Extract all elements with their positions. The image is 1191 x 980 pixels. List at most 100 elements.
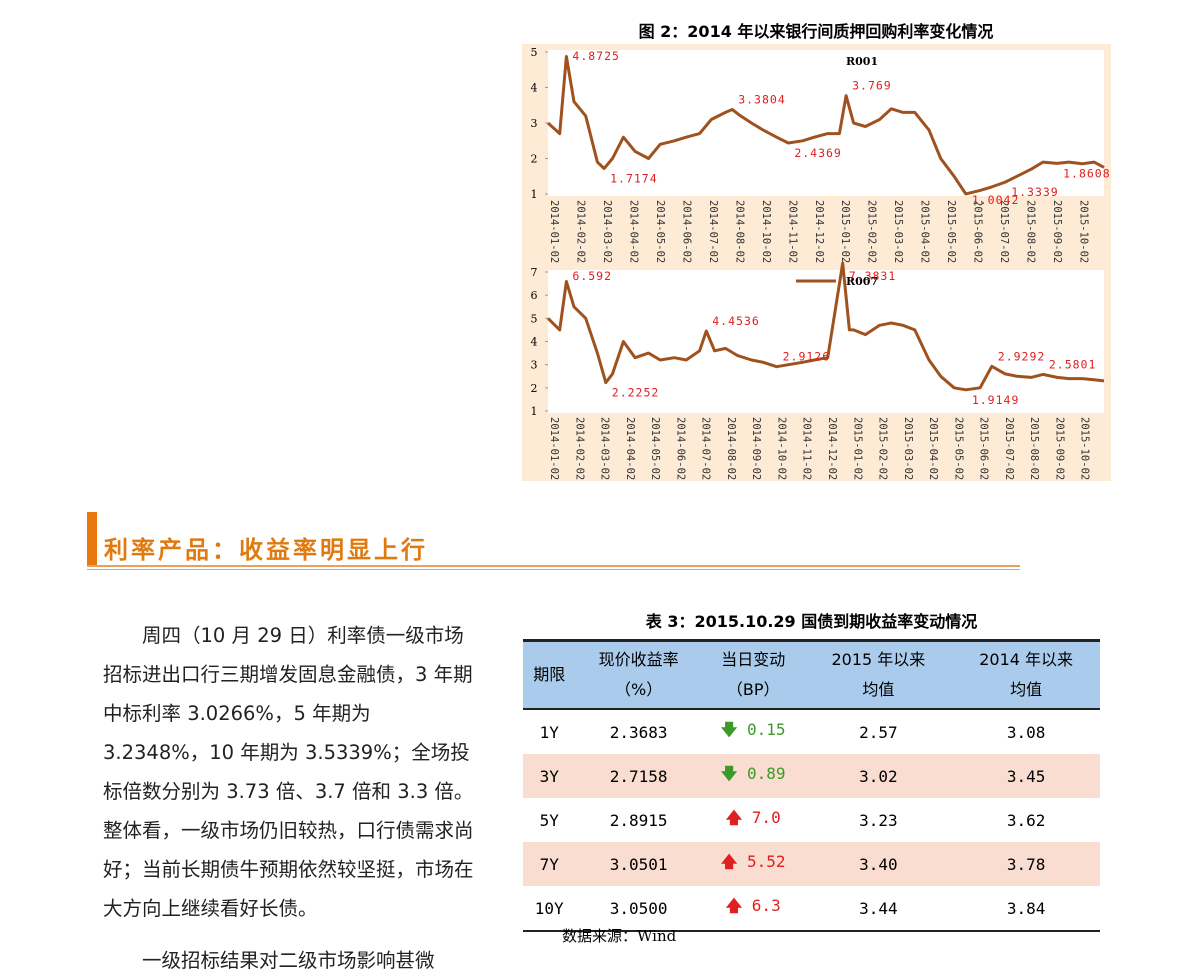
cell: 3.84 — [1006, 898, 1046, 918]
x-tick-label: 2015-01-02 — [851, 417, 863, 480]
cell: 2.3683 — [609, 722, 668, 742]
x-tick-label: 2014-09-02 — [750, 417, 762, 480]
data-label: 1.9149 — [972, 393, 1020, 407]
table-caption: 表 3：2015.10.29 国债到期收益率变动情况 — [645, 612, 978, 631]
x-tick-label: 2014-06-02 — [674, 417, 686, 480]
cell: 3.0501 — [575, 842, 702, 886]
row: 5Y 2.8915 🡅 7.0 3.23 3.62 — [523, 798, 1100, 842]
cell: 3.40 — [804, 842, 953, 886]
x-tick-label: 2014-04-02 — [627, 200, 639, 263]
y-tick-label: 4 — [531, 336, 538, 349]
data-label: 1.8608 — [1063, 166, 1111, 180]
x-tick-label: 2015-06-02 — [972, 200, 984, 263]
header-text: 均值 — [1010, 680, 1043, 699]
x-tick-label: 2015-08-02 — [1028, 417, 1040, 480]
header-cell: 2014 年以来 均值 — [952, 640, 1100, 710]
x-tick-label: 2014-01-02 — [548, 200, 560, 263]
data-label: 3.3804 — [738, 92, 786, 106]
x-tick-label: 2015-06-02 — [978, 417, 990, 480]
y-tick-label: 5 — [531, 312, 538, 325]
header-cell: 期限 — [523, 640, 576, 710]
legend-label: R001 — [846, 55, 878, 68]
x-tick-label: 2014-12-02 — [826, 417, 838, 480]
cell: 🡅 5.52 — [701, 842, 805, 886]
x-tick-label: 2014-07-02 — [707, 200, 719, 263]
header-text: 2014 年以来 — [979, 650, 1074, 669]
data-label: 1.3339 — [1011, 185, 1059, 199]
x-tick-label: 2015-03-02 — [892, 200, 904, 263]
x-tick-label: 2014-03-02 — [601, 200, 613, 263]
paragraph: 一级招标结果对二级市场影响甚微 — [142, 949, 435, 972]
chart: 1 2 3 4 5 6 7 2014-01-02 2014-02-02 2014-03-02 201… — [531, 261, 1105, 480]
charts: 1 2 3 4 5 2014-01-02 2014-02-02 2014-03-02 2014-… — [522, 44, 1111, 481]
x-tick-label: 2014-02-02 — [574, 200, 586, 263]
data-label: 1.7174 — [610, 172, 658, 186]
legend-label: R007 — [846, 275, 878, 288]
data-label: 2.9292 — [998, 349, 1046, 363]
data-label: 2.4369 — [794, 146, 842, 160]
cell: 7Y — [523, 842, 576, 886]
cell: 3.62 — [1006, 810, 1046, 830]
row: 7Y 3.0501 🡅 5.52 3.40 3.78 — [523, 842, 1100, 886]
row: 10Y 3.0500 🡅 6.3 3.44 3.84 — [523, 886, 1100, 931]
cell: 3.45 — [952, 754, 1100, 798]
x-tick-label: 2015-04-02 — [927, 417, 939, 480]
x-tick-label: 2014-06-02 — [680, 200, 692, 263]
data-label: 6.592 — [572, 269, 612, 283]
change-value: 0.15 — [746, 719, 786, 739]
x-tick-label: 2014-12-02 — [813, 200, 825, 263]
y-tick-label: 1 — [531, 405, 538, 418]
y-tick-label: 6 — [531, 289, 538, 302]
cell: 3.02 — [804, 754, 953, 798]
x-tick-label: 2014-07-02 — [700, 417, 712, 480]
x-tick-label: 2014-05-02 — [654, 200, 666, 263]
x-tick-label: 2014-04-02 — [624, 417, 636, 480]
data-label: 4.4536 — [712, 314, 760, 328]
cell: 3.78 — [952, 842, 1100, 886]
x-tick-label: 2015-01-02 — [839, 200, 851, 263]
row: 3Y 2.7158 🡇 0.89 3.02 3.45 — [523, 754, 1100, 798]
table: 期限 现价收益率 （%） 当日变动 （BP） 2015 年以来 均值 2014 年以来 均值 1Y… — [523, 639, 1100, 932]
x-tick-label: 2015-08-02 — [1025, 200, 1037, 263]
arrow: 🡅 — [725, 807, 752, 827]
y-tick-label: 2 — [531, 382, 538, 395]
header-cell: 当日变动 （BP） — [701, 640, 805, 710]
cell: 🡅 7.0 — [702, 798, 805, 842]
cell: 2.7158 — [575, 754, 702, 798]
x-tick-label: 2014-11-02 — [801, 417, 813, 480]
cell: 3.0500 — [609, 898, 668, 918]
x-tick-label: 2014-05-02 — [649, 417, 661, 480]
chart: 1 2 3 4 5 2014-01-02 2014-02-02 2014-03-02 2014-… — [531, 46, 1111, 263]
cell: 5Y — [539, 810, 559, 830]
y-tick-label: 4 — [531, 82, 538, 95]
arrow: 🡇 — [720, 719, 747, 739]
x-tick-label: 2014-10-02 — [760, 200, 772, 263]
cell: 3Y — [523, 754, 576, 798]
x-tick-label: 2015-07-02 — [998, 200, 1010, 263]
header-text: 2015 年以来 — [831, 650, 926, 669]
header-text: 期限 — [533, 665, 566, 684]
cell: 1Y — [539, 722, 559, 742]
cell: 3.08 — [1006, 722, 1046, 742]
x-tick-label: 2015-04-02 — [919, 200, 931, 263]
data-label: 2.2252 — [612, 386, 660, 400]
header-text: 均值 — [862, 680, 895, 699]
plot-area — [548, 270, 1104, 413]
data-label: 1.0042 — [972, 193, 1020, 207]
line — [546, 261, 1105, 392]
header-text: 现价收益率 — [598, 650, 679, 669]
cell: 🡇 0.89 — [701, 754, 805, 798]
cell: 10Y — [534, 898, 564, 918]
x-tick-label: 2015-10-02 — [1078, 200, 1090, 263]
x-tick-label: 2015-07-02 — [1003, 417, 1015, 480]
x-tick-label: 2015-09-02 — [1051, 200, 1063, 263]
x-tick-label: 2014-01-02 — [548, 417, 560, 480]
y-tick-label: 2 — [531, 153, 538, 166]
source: 数据来源：Wind — [562, 927, 677, 945]
header-cell: 现价收益率 （%） — [575, 640, 702, 710]
data-label: 7.3831 — [849, 269, 897, 283]
change-value: 5.52 — [746, 851, 786, 871]
section-title: 利率产品：收益率明显上行 — [104, 535, 428, 564]
figure-caption: 图 2：2014 年以来银行间质押回购利率变化情况 — [638, 22, 994, 41]
